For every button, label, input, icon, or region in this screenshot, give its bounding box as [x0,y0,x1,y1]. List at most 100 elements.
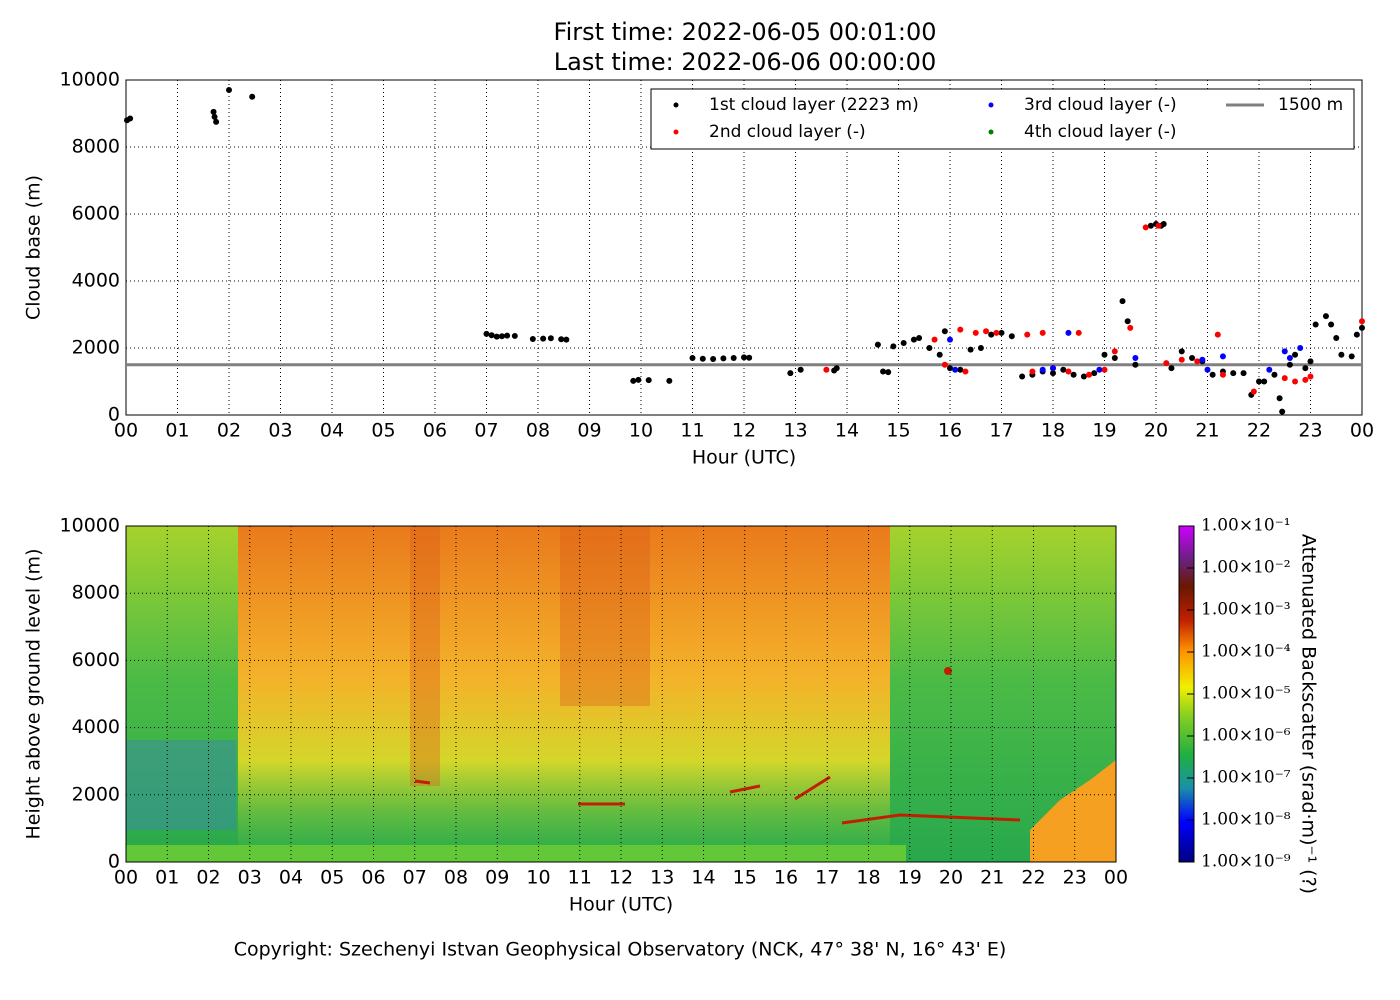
data-point [1348,353,1355,360]
data-point [1029,368,1036,375]
x-tick-label: 21 [980,867,1004,889]
data-point [483,330,490,337]
x-tick-label: 03 [268,420,292,442]
data-point [1080,373,1087,380]
data-point [1119,298,1126,305]
y-axis-label: Height above ground level (m) [23,549,45,840]
data-point [213,118,220,125]
data-point [900,339,907,346]
data-point [983,328,990,335]
data-point [1194,358,1201,365]
data-point [916,334,923,341]
data-point [1091,370,1098,377]
x-tick-label: 00 [114,867,138,889]
x-tick-label: 09 [485,867,509,889]
data-point [1271,371,1278,378]
data-point [558,336,565,343]
data-point [947,365,953,372]
y-tick-label: 2000 [72,783,120,805]
data-point [666,377,673,384]
data-point [797,366,804,373]
data-point [1039,329,1046,336]
x-tick-label: 19 [1092,420,1116,442]
data-point [1281,348,1288,355]
y-tick-label: 8000 [72,136,120,158]
data-point [1297,345,1304,351]
data-point [1328,321,1335,328]
data-point [498,333,505,340]
y-tick-label: 6000 [72,649,120,671]
x-tick-label: 16 [774,867,798,889]
colorbar-tick-label: 1.00×10⁻⁶ [1201,726,1291,746]
data-point [957,326,964,333]
x-tick-label: 03 [238,867,262,889]
x-axis-label: Hour (UTC) [692,447,796,469]
data-point [880,368,887,375]
data-point [947,336,953,343]
data-point [493,333,500,340]
x-tick-label: 16 [938,420,962,442]
data-point [1111,355,1118,362]
data-point [547,335,554,342]
x-tick-label: 10 [526,867,550,889]
data-point [1307,373,1314,380]
x-tick-label: 05 [320,867,344,889]
y-tick-label: 4000 [72,270,120,292]
data-point [1178,348,1185,355]
data-point [504,332,511,339]
data-point [1256,378,1262,385]
data-point [972,329,979,336]
data-point [833,365,840,372]
data-point [210,108,217,115]
data-point [1338,351,1345,358]
data-point [1281,375,1288,382]
data-point [1096,366,1103,373]
data-point [720,355,727,362]
legend-marker [988,129,994,135]
data-point [211,113,218,120]
plot-frame [125,79,1363,416]
x-tick-label: 02 [196,867,220,889]
colorbar-label: Attenuated Backscatter (srad·m)⁻¹ (?) [1298,534,1320,894]
data-point [710,356,717,363]
data-point [1039,366,1046,373]
x-tick-label: 12 [732,420,756,442]
y-tick-label: 0 [108,404,120,426]
legend-box [650,88,1355,150]
data-point [890,343,897,350]
x-tick-label: 08 [444,867,468,889]
x-tick-label: 10 [629,420,653,442]
legend-label: 4th cloud layer (-) [1024,122,1177,142]
data-point [1111,348,1118,355]
data-point [1168,365,1175,372]
data-point [746,354,753,361]
x-tick-label: 20 [1144,420,1168,442]
data-point [1209,371,1216,378]
data-point [1359,318,1365,325]
data-point [1101,351,1108,358]
x-tick-label: 15 [733,867,757,889]
x-tick-label: 14 [835,420,859,442]
data-point [823,366,830,373]
data-point [1147,222,1154,229]
data-point [1322,313,1329,320]
x-tick-label: 09 [577,420,601,442]
colorbar-tick-label: 1.00×10⁻⁴ [1201,642,1291,662]
y-tick-label: 4000 [72,716,120,738]
colorbar-tick-label: 1.00×10⁻⁵ [1201,684,1291,704]
y-tick-label: 8000 [72,582,120,604]
x-tick-label: 00 [1104,867,1128,889]
legend-label: 3rd cloud layer (-) [1024,95,1177,115]
data-point [1050,370,1056,377]
data-point [1065,329,1072,336]
subtitle: Last time: 2022-06-06 00:00:00 [554,48,936,76]
data-point [1276,395,1283,402]
data-point [1266,366,1273,373]
data-point [885,369,892,376]
data-point [1286,361,1293,368]
legend-label: 1500 m [1278,95,1343,115]
x-tick-label: 19 [898,867,922,889]
x-tick-label: 22 [1021,867,1045,889]
colorbar-tick-label: 1.00×10⁻² [1201,558,1291,578]
